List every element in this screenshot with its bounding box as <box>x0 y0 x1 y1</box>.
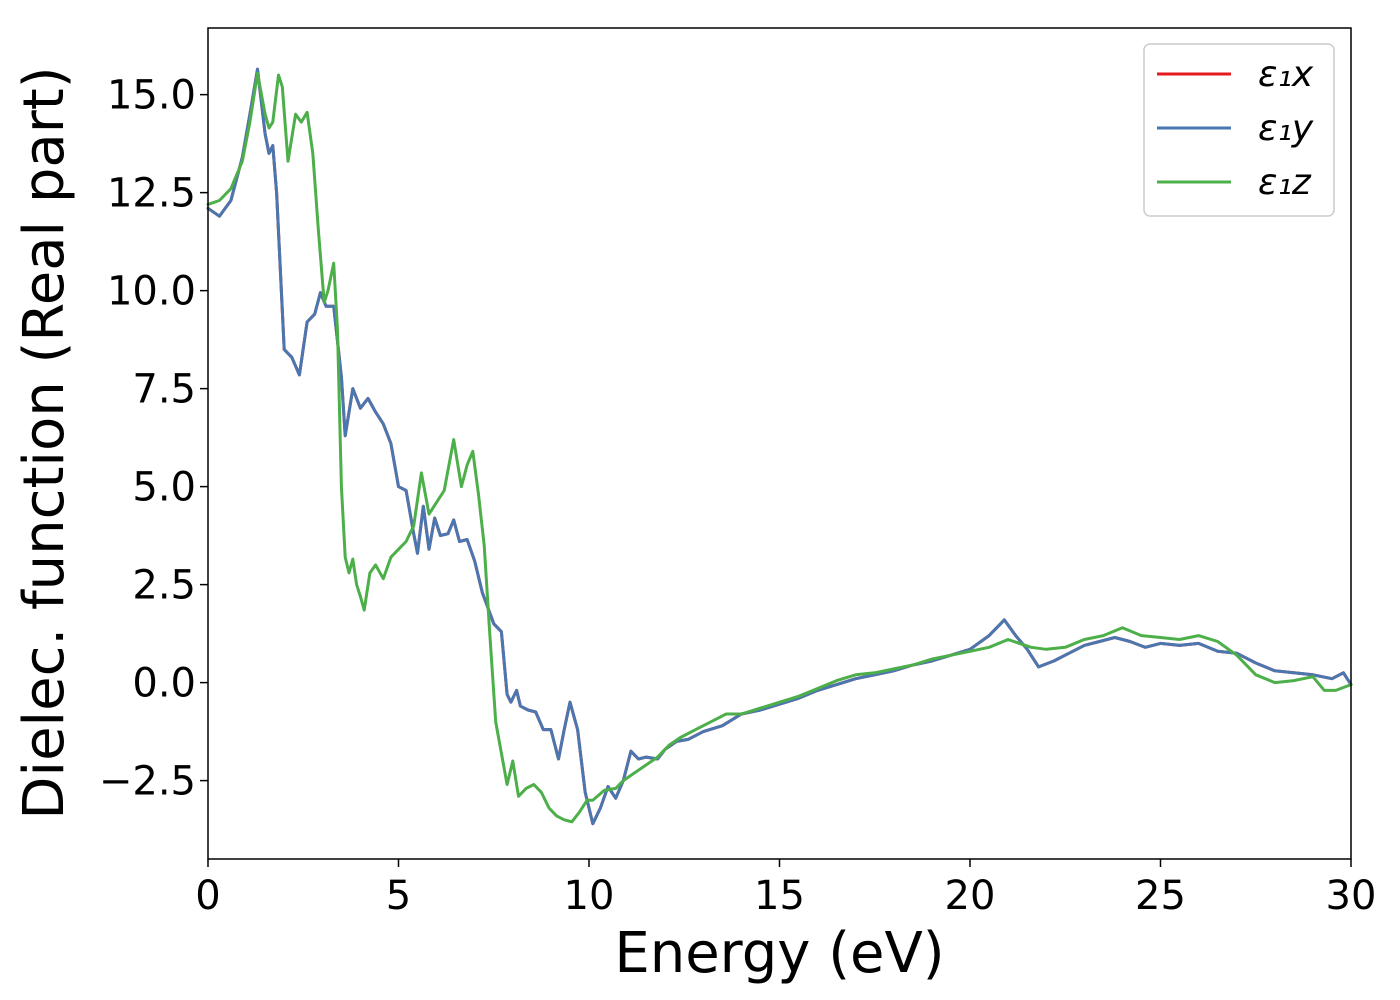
legend-items: ε₁x ε₁y ε₁z <box>1157 54 1314 203</box>
x-tick-label-2: 10 <box>564 873 615 919</box>
x-tick-label-1: 5 <box>386 873 411 919</box>
x-tick-label-5: 25 <box>1135 873 1186 919</box>
y-tick-label-6: 12.5 <box>107 171 196 217</box>
y-axis-title: Dielec. function (Real part) <box>12 66 77 819</box>
x-axis-ticks: 0 5 10 15 20 25 30 <box>195 859 1376 919</box>
y-tick-label-0: −2.5 <box>99 759 196 805</box>
legend-label-0: ε₁x <box>1258 54 1314 95</box>
y-axis-ticks: −2.5 0.0 2.5 5.0 7.5 10.0 12.5 15.0 <box>99 73 208 805</box>
y-tick-label-5: 10.0 <box>107 269 196 315</box>
x-tick-label-3: 15 <box>754 873 805 919</box>
legend-box <box>1143 43 1335 217</box>
y-tick-label-2: 2.5 <box>132 563 196 609</box>
legend: ε₁x ε₁y ε₁z <box>1143 43 1335 217</box>
x-axis-title: Energy (eV) <box>614 921 944 986</box>
legend-label-1: ε₁y <box>1258 108 1314 149</box>
y-tick-label-4: 7.5 <box>132 367 196 413</box>
y-tick-label-1: 0.0 <box>132 661 196 707</box>
x-tick-label-0: 0 <box>195 873 220 919</box>
x-tick-label-4: 20 <box>945 873 996 919</box>
x-tick-label-6: 30 <box>1326 873 1377 919</box>
y-tick-label-3: 5.0 <box>132 465 196 511</box>
legend-label-2: ε₁z <box>1258 162 1312 203</box>
series-layer <box>206 67 1353 826</box>
series-line-1 <box>206 67 1353 826</box>
series-line-2 <box>206 71 1353 824</box>
y-tick-label-7: 15.0 <box>107 73 196 119</box>
